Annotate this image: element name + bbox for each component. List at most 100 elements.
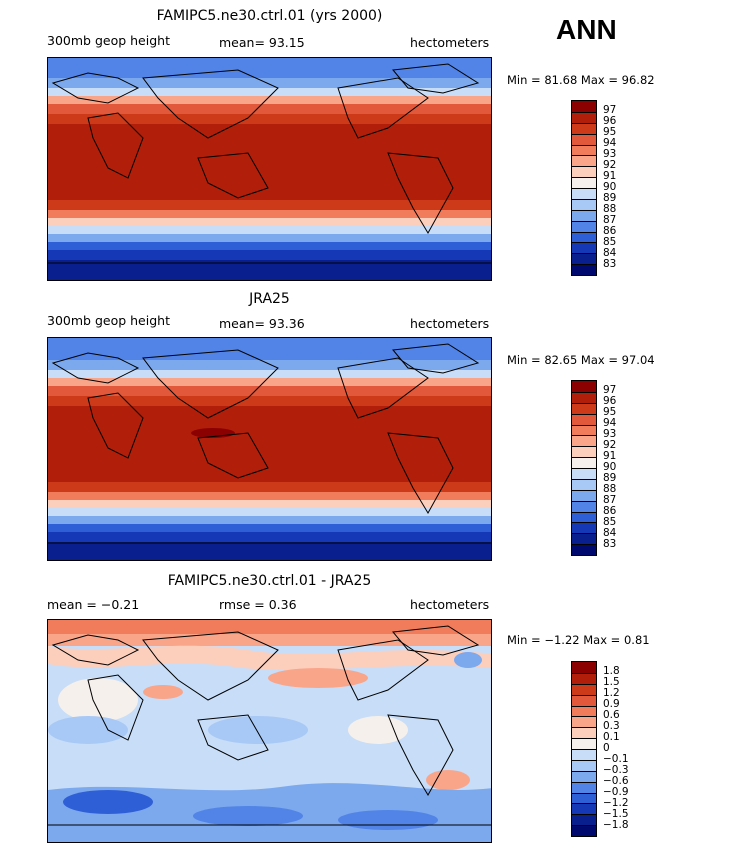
colorbar-swatch	[572, 533, 596, 545]
colorbar-swatch	[572, 749, 596, 760]
panel-1-map-field	[48, 58, 491, 280]
season-label: ANN	[556, 14, 617, 45]
colorbar-tick-label: 88	[603, 483, 617, 495]
colorbar-tick-label: 91	[603, 450, 617, 462]
panel-3-mean-label: mean = −0.21	[47, 597, 140, 612]
colorbar-tick-label: 91	[603, 170, 617, 182]
colorbar-swatch	[572, 446, 596, 458]
colorbar-swatch	[572, 781, 596, 793]
colorbar-swatch	[572, 231, 596, 243]
colorbar-swatch	[572, 253, 596, 265]
colorbar-swatch	[572, 435, 596, 447]
colorbar-swatch	[572, 522, 596, 534]
panel-1-map	[47, 57, 492, 281]
colorbar-swatch	[572, 705, 596, 717]
colorbar-tick-label: 85	[603, 236, 617, 248]
colorbar-tick-label: 85	[603, 516, 617, 528]
colorbar-tick-label: 93	[603, 148, 617, 160]
colorbar-tick-label: 90	[603, 461, 617, 473]
panel-3-rmse-label: rmse = 0.36	[219, 597, 297, 612]
colorbar-tick-label: 97	[603, 384, 617, 396]
colorbar-swatch	[572, 264, 596, 275]
colorbar-swatch	[572, 716, 596, 728]
colorbar-tick-label: 88	[603, 203, 617, 215]
panel-1-minmax: Min = 81.68 Max = 96.82	[507, 73, 655, 87]
colorbar-tick-label: 87	[603, 214, 617, 226]
colorbar-swatch	[572, 814, 596, 826]
colorbar-tick-label: 95	[603, 406, 617, 418]
colorbar-swatch	[572, 468, 596, 479]
colorbar-swatch	[572, 402, 596, 414]
colorbar-tick-label: 1.8	[603, 665, 620, 677]
colorbar-tick-label: −0.3	[603, 764, 629, 776]
colorbar-swatch	[572, 220, 596, 232]
colorbar-tick-label: 94	[603, 417, 617, 429]
colorbar-tick-label: 95	[603, 126, 617, 138]
colorbar-swatch	[572, 457, 596, 468]
colorbar-tick-label: −0.9	[603, 786, 629, 798]
colorbar-tick-label: 90	[603, 181, 617, 193]
colorbar-tick-label: 83	[603, 538, 617, 550]
colorbar-swatch	[572, 101, 596, 112]
panel-1-variable-label: 300mb geop height	[47, 33, 170, 48]
colorbar-swatch	[572, 242, 596, 254]
colorbar-swatch	[572, 511, 596, 523]
panel-1-title: FAMIPC5.ne30.ctrl.01 (yrs 2000)	[156, 8, 383, 24]
colorbar-swatch	[572, 111, 596, 123]
colorbar-tick-label: 86	[603, 225, 617, 237]
colorbar-tick-label: 86	[603, 505, 617, 517]
colorbar-swatch	[572, 672, 596, 684]
panel-3-minmax: Min = −1.22 Max = 0.81	[507, 633, 650, 647]
colorbar-swatch	[572, 759, 596, 771]
colorbar-swatch	[572, 683, 596, 695]
colorbar-tick-label: 1.2	[603, 687, 620, 699]
colorbar-tick-label: 84	[603, 527, 617, 539]
colorbar-swatch	[572, 381, 596, 392]
panel-2-title: JRA25	[249, 291, 290, 307]
colorbar-tick-label: −1.5	[603, 808, 629, 820]
colorbar-tick-label: 83	[603, 258, 617, 270]
colorbar-swatch	[572, 738, 596, 749]
colorbar-tick-label: −0.6	[603, 775, 629, 787]
colorbar-swatch	[572, 144, 596, 156]
panel-2-minmax: Min = 82.65 Max = 97.04	[507, 353, 655, 367]
colorbar-swatch	[572, 177, 596, 188]
colorbar-tick-label: −0.1	[603, 753, 629, 765]
panel-2-map-field	[48, 338, 491, 560]
panel-3-map-field	[48, 620, 491, 842]
colorbar-swatch	[572, 478, 596, 490]
colorbar-tick-label: 96	[603, 395, 617, 407]
colorbar-tick-label: −1.2	[603, 797, 629, 809]
panel-2-colorbar	[571, 380, 597, 556]
colorbar-tick-label: 89	[603, 472, 617, 484]
colorbar-tick-label: 84	[603, 247, 617, 259]
panel-2-map	[47, 337, 492, 561]
colorbar-swatch	[572, 825, 596, 836]
colorbar-swatch	[572, 391, 596, 403]
panel-3-map	[47, 619, 492, 843]
colorbar-swatch	[572, 155, 596, 167]
colorbar-tick-label: 92	[603, 439, 617, 451]
panel-1-colorbar	[571, 100, 597, 276]
colorbar-swatch	[572, 544, 596, 555]
colorbar-tick-label: 97	[603, 104, 617, 116]
colorbar-tick-label: 96	[603, 115, 617, 127]
colorbar-swatch	[572, 188, 596, 199]
colorbar-tick-label: 87	[603, 494, 617, 506]
colorbar-tick-label: 94	[603, 137, 617, 149]
panel-1-mean-label: mean= 93.15	[219, 35, 305, 50]
panel-3-units-label: hectometers	[410, 597, 490, 612]
colorbar-tick-label: 0.9	[603, 698, 620, 710]
colorbar-swatch	[572, 424, 596, 436]
colorbar-swatch	[572, 413, 596, 425]
colorbar-tick-label: 89	[603, 192, 617, 204]
colorbar-swatch	[572, 489, 596, 501]
panel-2-units-label: hectometers	[410, 316, 490, 331]
colorbar-swatch	[572, 803, 596, 815]
panel-3-colorbar	[571, 661, 597, 837]
panel-2-mean-label: mean= 93.36	[219, 316, 305, 331]
colorbar-tick-label: −1.8	[603, 819, 629, 831]
colorbar-tick-label: 92	[603, 159, 617, 171]
colorbar-swatch	[572, 166, 596, 178]
colorbar-swatch	[572, 694, 596, 706]
